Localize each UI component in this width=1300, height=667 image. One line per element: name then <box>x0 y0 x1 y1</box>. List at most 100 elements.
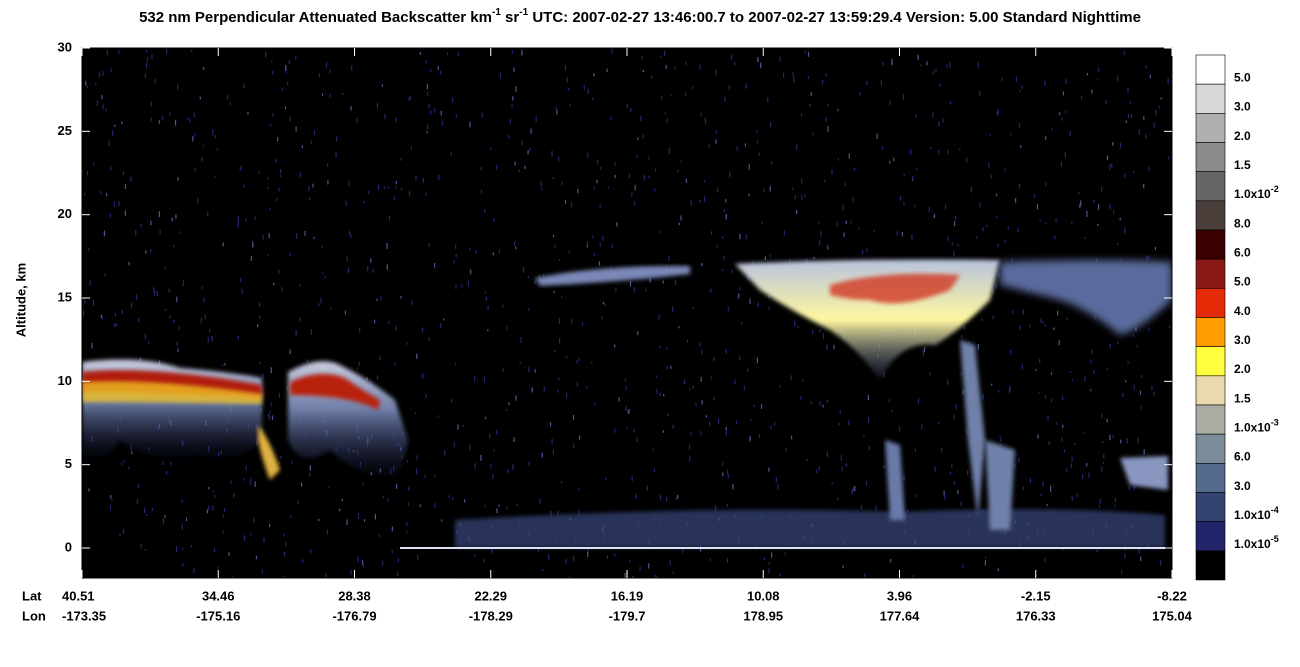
noise-speck <box>457 52 460 57</box>
noise-speck <box>199 96 201 100</box>
noise-speck <box>990 174 992 179</box>
cloud-core <box>82 381 262 404</box>
chart-title: 532 nm Perpendicular Attenuated Backscat… <box>139 7 1141 26</box>
noise-speck <box>473 554 476 557</box>
noise-speck <box>271 60 273 63</box>
noise-speck <box>426 83 428 90</box>
noise-speck <box>708 144 710 148</box>
noise-speck <box>960 501 962 507</box>
noise-speck <box>169 112 171 116</box>
noise-speck <box>519 361 521 365</box>
noise-speck <box>863 435 865 438</box>
colorbar: 5.03.02.01.51.0x10-28.06.05.04.03.02.01.… <box>1195 54 1279 581</box>
noise-speck <box>278 269 280 274</box>
x-row-label: Lon <box>22 608 46 623</box>
noise-speck <box>796 209 798 215</box>
noise-speck <box>400 187 403 191</box>
noise-speck <box>1106 155 1109 161</box>
noise-speck <box>977 343 979 350</box>
colorbar-label: 4.0 <box>1234 304 1251 318</box>
noise-speck <box>666 496 668 502</box>
noise-speck <box>534 280 536 285</box>
noise-speck <box>1154 246 1157 251</box>
noise-speck <box>825 73 827 78</box>
noise-speck <box>164 266 166 269</box>
fallstreak <box>960 340 985 520</box>
noise-speck <box>1137 437 1139 444</box>
noise-speck <box>566 76 568 83</box>
noise-speck <box>304 230 306 236</box>
noise-speck <box>554 349 556 353</box>
noise-speck <box>935 67 937 73</box>
noise-speck <box>992 289 994 294</box>
noise-speck <box>223 508 226 512</box>
noise-speck <box>527 276 529 279</box>
noise-speck <box>250 533 252 536</box>
noise-speck <box>296 233 298 239</box>
noise-speck <box>663 50 666 57</box>
noise-speck <box>451 97 454 103</box>
noise-speck <box>287 81 289 86</box>
noise-speck <box>645 288 647 292</box>
noise-speck <box>329 69 331 74</box>
noise-speck <box>82 310 85 316</box>
noise-speck <box>637 137 639 141</box>
noise-speck <box>114 124 116 127</box>
noise-speck <box>110 68 112 72</box>
noise-speck <box>636 436 638 443</box>
noise-speck <box>571 318 573 324</box>
noise-speck <box>957 489 959 495</box>
noise-speck <box>565 559 567 565</box>
noise-speck <box>790 375 792 381</box>
noise-speck <box>1143 449 1145 455</box>
noise-speck <box>642 134 644 139</box>
noise-speck <box>543 274 545 277</box>
noise-speck <box>203 297 205 303</box>
noise-speck <box>703 179 705 183</box>
noise-speck <box>1022 486 1024 491</box>
colorbar-box <box>1195 258 1226 289</box>
noise-speck <box>182 282 184 286</box>
noise-speck <box>1009 385 1011 392</box>
noise-speck <box>882 61 884 66</box>
x-tick-label: 3.96 <box>887 588 912 603</box>
noise-speck <box>705 415 707 418</box>
noise-speck <box>508 134 510 139</box>
colorbar-box <box>1195 288 1226 318</box>
noise-speck <box>481 112 483 118</box>
noise-speck <box>836 222 838 227</box>
noise-speck <box>483 558 485 563</box>
noise-speck <box>555 106 557 110</box>
noise-speck <box>211 335 213 339</box>
noise-speck <box>1138 129 1140 136</box>
noise-speck <box>773 422 776 427</box>
noise-speck <box>266 177 269 180</box>
noise-speck <box>208 486 210 490</box>
noise-speck <box>1109 434 1111 441</box>
noise-speck <box>824 179 826 183</box>
noise-speck <box>1149 75 1151 79</box>
noise-speck <box>963 325 966 330</box>
noise-speck <box>1109 343 1111 349</box>
noise-speck <box>779 385 781 388</box>
noise-speck <box>192 136 194 142</box>
noise-speck <box>121 309 123 314</box>
noise-speck <box>626 104 628 109</box>
noise-speck <box>441 519 443 522</box>
noise-speck <box>880 80 882 86</box>
noise-speck <box>348 180 350 187</box>
noise-speck <box>739 233 741 240</box>
noise-speck <box>822 79 824 85</box>
noise-speck <box>194 133 196 137</box>
noise-speck <box>951 464 953 469</box>
noise-speck <box>648 563 650 569</box>
noise-speck <box>782 72 785 78</box>
noise-speck <box>455 363 457 366</box>
noise-speck <box>761 221 763 224</box>
noise-speck <box>1140 556 1142 562</box>
noise-speck <box>568 87 570 91</box>
noise-speck <box>558 377 560 381</box>
noise-speck <box>1050 372 1053 376</box>
noise-speck <box>736 146 738 151</box>
noise-speck <box>490 464 492 469</box>
